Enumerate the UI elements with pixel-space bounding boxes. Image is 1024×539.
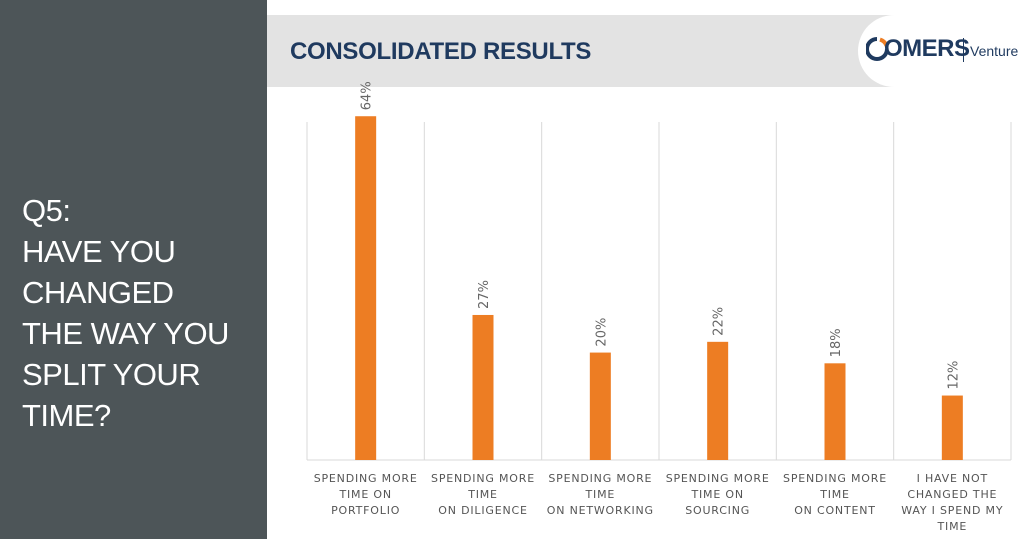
logo-text: OMERS [884,35,970,62]
tick-label: SPENDING MORE TIME ON PORTFOLIO [314,472,418,517]
omers-logo-icon [866,37,888,61]
data-label: 27% [477,280,492,309]
data-label: 20% [594,318,609,347]
bar [824,363,846,460]
question-line: CHANGED [22,275,174,310]
bar [707,341,729,460]
bar [589,352,611,460]
bar [355,116,377,460]
data-label: 22% [712,307,727,336]
tick-label: SPENDING MORE TIME ON NETWORKING [547,472,654,517]
logo-subtitle: Venture [970,43,1019,59]
tick-label: SPENDING MORE TIME ON SOURCING [666,472,770,517]
question-line: THE WAY YOU [22,316,229,351]
data-label: 64% [360,81,375,110]
data-label: 18% [829,328,844,357]
question-line: TIME? [22,398,111,433]
bar [472,314,494,460]
question-line: Q5: [22,193,71,228]
question-line: HAVE YOU [22,234,176,269]
data-label: 12% [946,361,961,390]
question-panel: Q5: HAVE YOU CHANGED THE WAY YOU SPLIT Y… [0,0,267,539]
logo-divider [963,38,964,62]
bar [941,395,963,460]
page-title: CONSOLIDATED RESULTS [290,38,592,65]
tick-label: SPENDING MORE TIME ON CONTENT [783,472,887,517]
question-line: SPLIT YOUR [22,357,201,392]
question-text: Q5: HAVE YOU CHANGED THE WAY YOU SPLIT Y… [22,190,262,436]
tick-label: I HAVE NOT CHANGED THE WAY I SPEND MY TIME [901,472,1003,533]
tick-label: SPENDING MORE TIME ON DILIGENCE [431,472,535,517]
